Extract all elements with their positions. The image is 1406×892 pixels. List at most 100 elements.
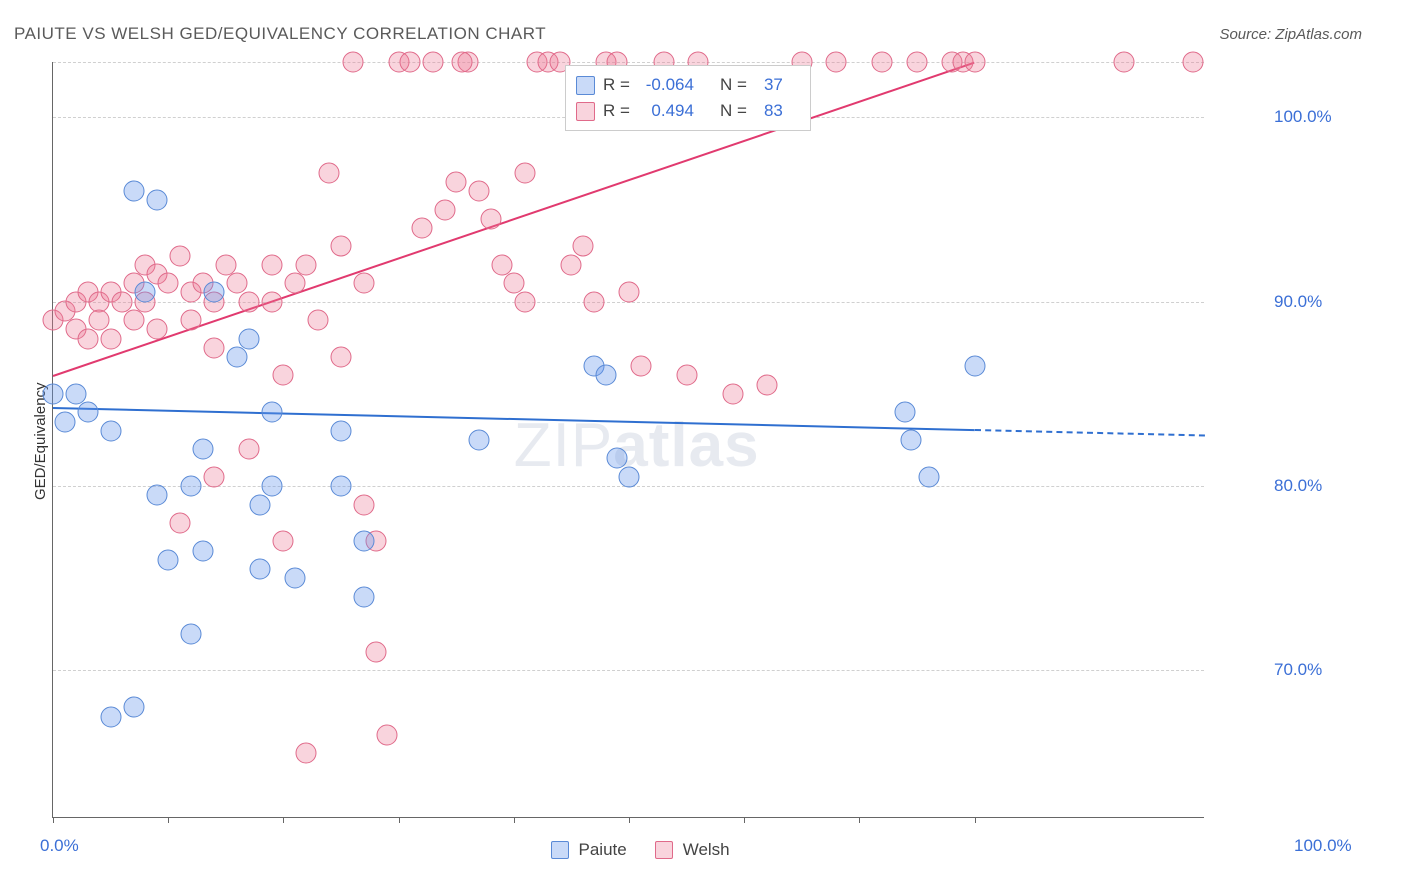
welsh-point [158,273,179,294]
paiute-point [192,540,213,561]
series-legend: Paiute Welsh [551,840,730,860]
paiute-point [43,383,64,404]
trend-line [975,429,1205,437]
welsh-point [273,531,294,552]
welsh-point [826,52,847,73]
paiute-point [181,623,202,644]
welsh-point [89,310,110,331]
y-tick-label: 100.0% [1274,107,1332,127]
welsh-point [1183,52,1204,73]
welsh-point [204,466,225,487]
welsh-point [215,254,236,275]
welsh-point [400,52,421,73]
welsh-point [100,328,121,349]
welsh-point [273,365,294,386]
welsh-point [630,356,651,377]
paiute-point [100,706,121,727]
welsh-point [434,199,455,220]
welsh-point [503,273,524,294]
welsh-point [451,52,472,73]
welsh-point [146,319,167,340]
welsh-point [676,365,697,386]
x-tick [975,817,976,823]
welsh-point [331,347,352,368]
welsh-point [964,52,985,73]
paiute-point [123,181,144,202]
welsh-point [169,512,190,533]
plot-area: ZIPatlas [52,62,1204,818]
paiute-point [181,476,202,497]
paiute-point [918,466,939,487]
legend-label: Paiute [579,840,627,860]
welsh-point [572,236,593,257]
y-tick-label: 70.0% [1274,660,1322,680]
paiute-point [261,476,282,497]
x-tick [859,817,860,823]
gridline [53,62,1204,63]
welsh-point [561,254,582,275]
x-tick [629,817,630,823]
paiute-point [77,402,98,423]
paiute-point [250,559,271,580]
welsh-point [112,291,133,312]
paiute-point [901,430,922,451]
gridline [53,670,1204,671]
x-tick-label: 100.0% [1294,836,1352,856]
welsh-point [515,291,536,312]
x-tick [283,817,284,823]
welsh-point [342,52,363,73]
welsh-point [319,162,340,183]
legend-row-paiute: R =-0.064N =37 [576,72,796,98]
welsh-point [331,236,352,257]
paiute-point [100,420,121,441]
paiute-point [331,476,352,497]
x-tick [168,817,169,823]
welsh-point [469,181,490,202]
welsh-point [169,245,190,266]
welsh-point [446,171,467,192]
welsh-point [872,52,893,73]
paiute-point [284,568,305,589]
paiute-point [619,466,640,487]
paiute-point [192,439,213,460]
welsh-point [423,52,444,73]
paiute-swatch-icon [551,841,569,859]
welsh-point [1114,52,1135,73]
welsh-swatch-icon [655,841,673,859]
paiute-point [238,328,259,349]
paiute-point [250,494,271,515]
x-tick [53,817,54,823]
paiute-point [469,430,490,451]
paiute-point [895,402,916,423]
welsh-swatch [576,102,595,121]
legend-label: Welsh [683,840,730,860]
paiute-point [66,383,87,404]
legend-row-welsh: R =0.494N =83 [576,98,796,124]
paiute-point [607,448,628,469]
welsh-point [492,254,513,275]
welsh-point [77,328,98,349]
paiute-point [146,190,167,211]
welsh-point [722,383,743,404]
legend-item-welsh: Welsh [655,840,730,860]
paiute-point [158,549,179,570]
paiute-point [354,531,375,552]
source-label: Source: ZipAtlas.com [1219,26,1362,43]
welsh-point [907,52,928,73]
legend-item-paiute: Paiute [551,840,627,860]
welsh-point [619,282,640,303]
paiute-point [354,586,375,607]
welsh-point [354,273,375,294]
welsh-point [238,291,259,312]
paiute-point [595,365,616,386]
paiute-point [964,356,985,377]
welsh-point [296,254,317,275]
y-tick-label: 90.0% [1274,292,1322,312]
trend-line [53,407,975,431]
x-tick [514,817,515,823]
welsh-point [584,291,605,312]
paiute-point [261,402,282,423]
welsh-point [204,337,225,358]
paiute-swatch [576,76,595,95]
correlation-legend: R =-0.064N =37R =0.494N =83 [565,65,811,131]
